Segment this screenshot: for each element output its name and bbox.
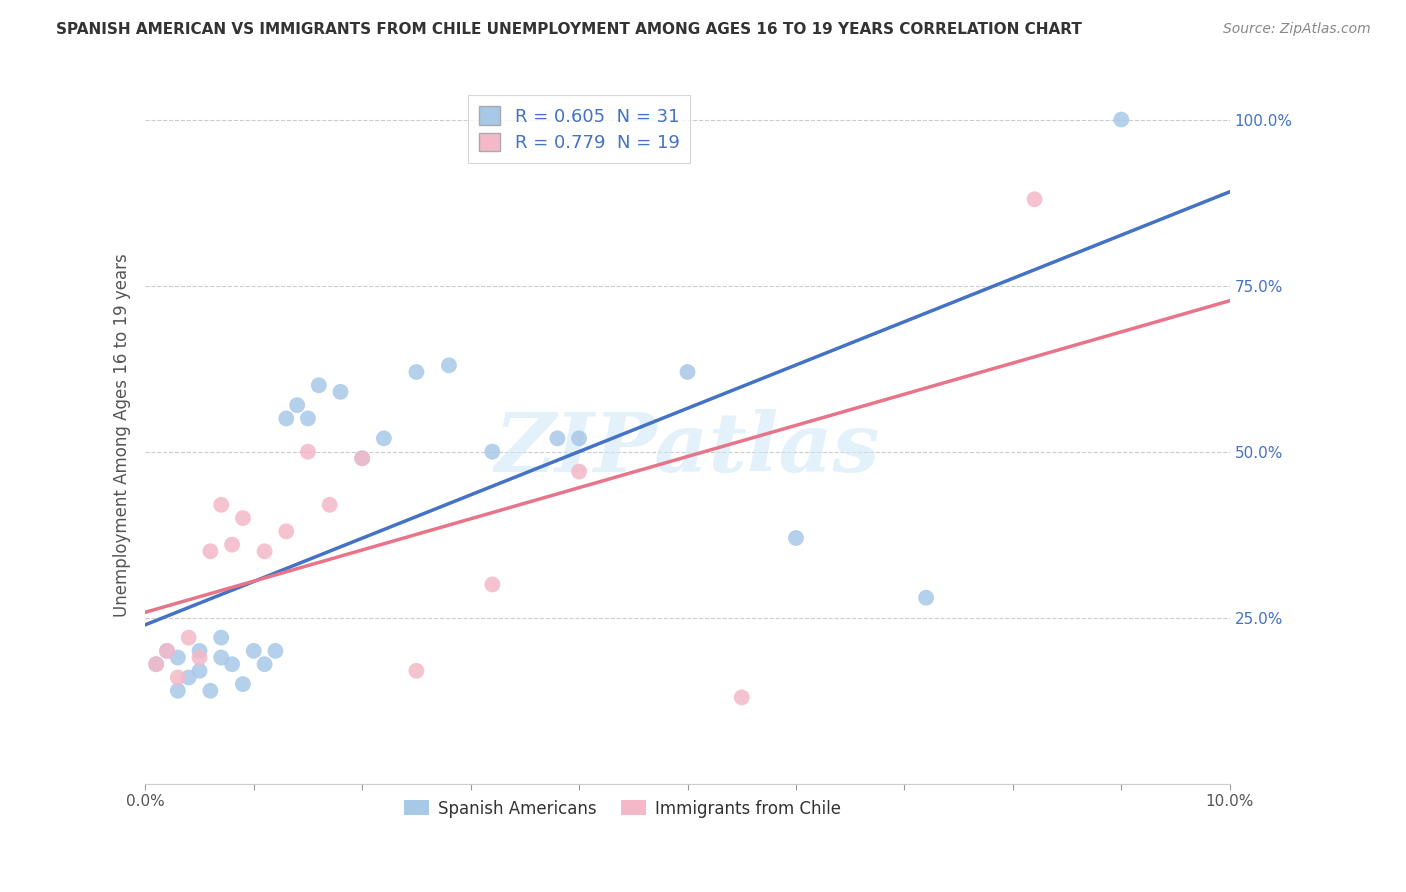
Point	[308, 378, 330, 392]
Point	[145, 657, 167, 672]
Point	[232, 677, 254, 691]
Point	[209, 498, 232, 512]
Point	[253, 657, 276, 672]
Point	[481, 577, 503, 591]
Point	[188, 650, 211, 665]
Point	[253, 544, 276, 558]
Point	[731, 690, 754, 705]
Point	[405, 365, 427, 379]
Point	[156, 644, 179, 658]
Point	[297, 411, 319, 425]
Point	[546, 431, 568, 445]
Text: ZIPatlas: ZIPatlas	[495, 409, 880, 489]
Text: Source: ZipAtlas.com: Source: ZipAtlas.com	[1223, 22, 1371, 37]
Y-axis label: Unemployment Among Ages 16 to 19 years: Unemployment Among Ages 16 to 19 years	[114, 253, 131, 617]
Point	[264, 644, 287, 658]
Point	[352, 451, 374, 466]
Point	[352, 451, 374, 466]
Point	[915, 591, 938, 605]
Point	[297, 444, 319, 458]
Point	[166, 683, 188, 698]
Point	[405, 664, 427, 678]
Legend: Spanish Americans, Immigrants from Chile: Spanish Americans, Immigrants from Chile	[398, 793, 848, 824]
Point	[200, 544, 222, 558]
Point	[177, 670, 200, 684]
Point	[437, 359, 460, 373]
Point	[145, 657, 167, 672]
Text: SPANISH AMERICAN VS IMMIGRANTS FROM CHILE UNEMPLOYMENT AMONG AGES 16 TO 19 YEARS: SPANISH AMERICAN VS IMMIGRANTS FROM CHIL…	[56, 22, 1083, 37]
Point	[481, 444, 503, 458]
Point	[318, 498, 340, 512]
Point	[1109, 112, 1132, 127]
Point	[568, 431, 591, 445]
Point	[166, 670, 188, 684]
Point	[188, 644, 211, 658]
Point	[785, 531, 807, 545]
Point	[177, 631, 200, 645]
Point	[221, 538, 243, 552]
Point	[329, 384, 352, 399]
Point	[209, 631, 232, 645]
Point	[221, 657, 243, 672]
Point	[166, 650, 188, 665]
Point	[676, 365, 699, 379]
Point	[1024, 192, 1046, 206]
Point	[156, 644, 179, 658]
Point	[200, 683, 222, 698]
Point	[232, 511, 254, 525]
Point	[188, 664, 211, 678]
Point	[568, 465, 591, 479]
Point	[276, 411, 298, 425]
Point	[285, 398, 308, 412]
Point	[276, 524, 298, 539]
Point	[242, 644, 264, 658]
Point	[209, 650, 232, 665]
Point	[373, 431, 395, 445]
